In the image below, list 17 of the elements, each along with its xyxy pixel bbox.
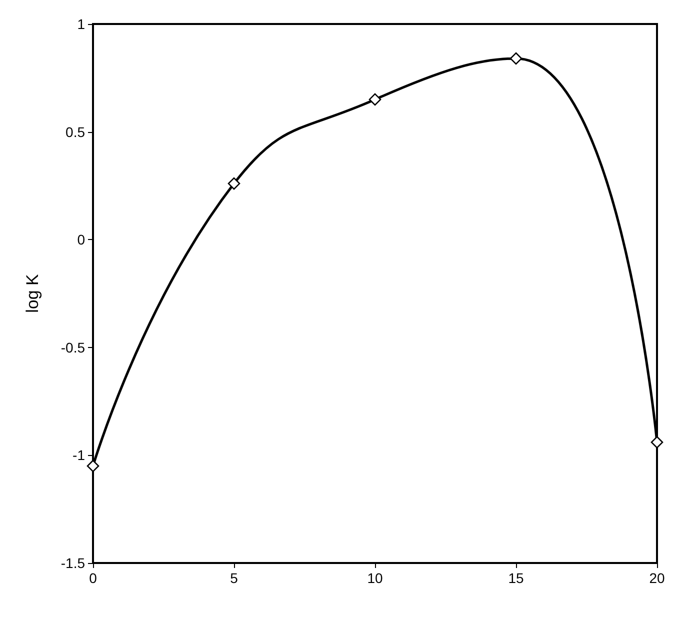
x-tick-label: 0 [89, 570, 98, 586]
point [650, 436, 664, 448]
x-tick-label: 20 [649, 570, 665, 586]
y-axis-title: log K [23, 273, 42, 313]
x-tick-label: 15 [508, 570, 524, 586]
y-tick-label: 0 [77, 232, 86, 248]
y-tick-label: -0.5 [60, 339, 86, 356]
x-tick-label: 5 [230, 570, 238, 586]
point [510, 52, 522, 65]
y-tick-label: 1 [77, 16, 86, 32]
y-tick-label: -1.5 [60, 555, 86, 571]
point [368, 93, 382, 106]
y-tick-label: -1 [72, 447, 86, 464]
point [228, 177, 240, 190]
x-tick-label: 10 [367, 570, 383, 586]
point [86, 460, 100, 472]
y-tick-label: 0.5 [66, 124, 86, 140]
